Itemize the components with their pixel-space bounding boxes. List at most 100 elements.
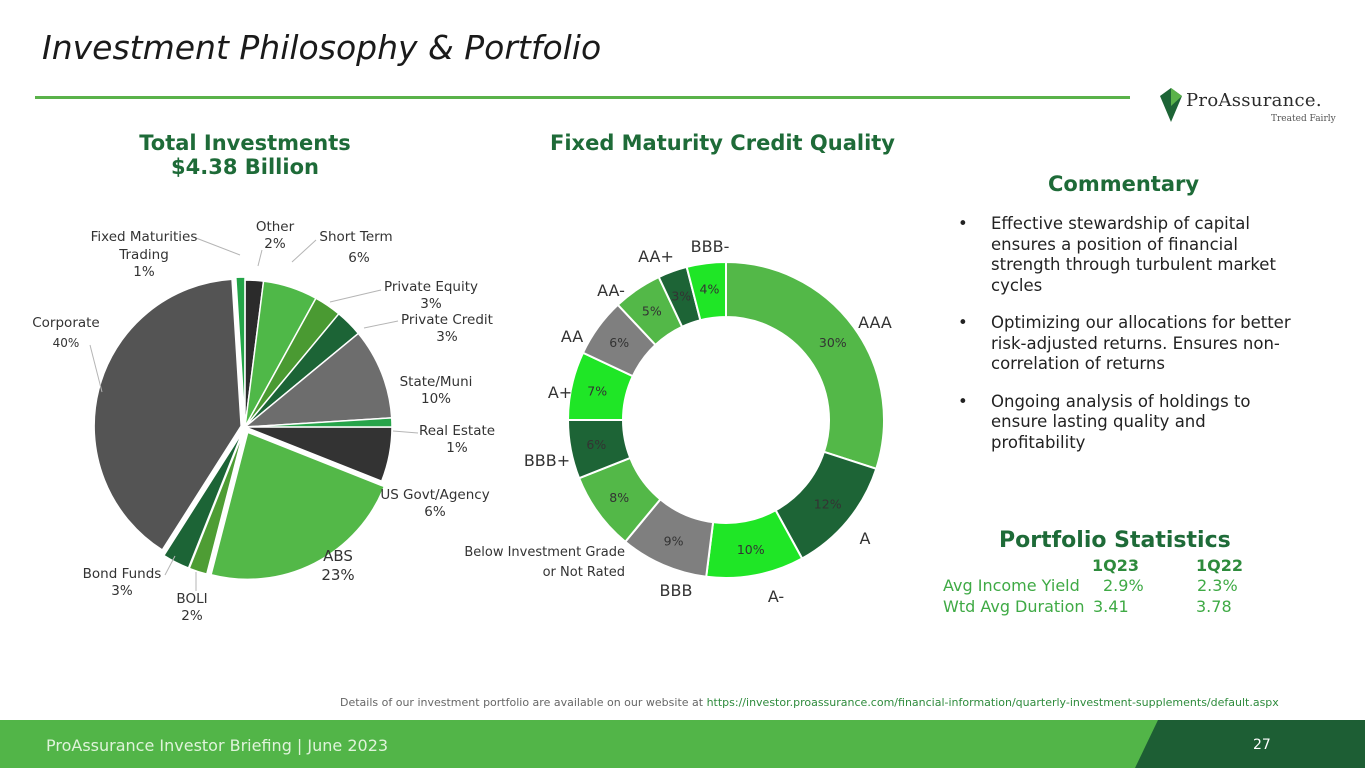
pie-label-private-equity: Private Equity xyxy=(384,279,478,295)
donut-label-aa: AA+ xyxy=(638,247,674,266)
pie-label-real-estate: Real Estate xyxy=(419,423,495,439)
donut-label-bbb: BBB+ xyxy=(524,451,570,470)
footnote-text: Details of our investment portfolio are … xyxy=(340,696,707,709)
pie-percent-fixed-maturities-trading: 1% xyxy=(133,264,155,280)
slide-title: Investment Philosophy & Portfolio xyxy=(42,28,602,67)
logo-wordmark: ProAssurance. xyxy=(1186,90,1322,111)
pie-label-bond-funds: Bond Funds xyxy=(83,566,162,582)
title-divider xyxy=(35,96,1130,99)
donut-percent-aa: 6% xyxy=(609,335,629,350)
pie-label-fixed-maturities-trading: Fixed Maturities xyxy=(91,229,198,245)
pie-percent-us-govt-agency: 6% xyxy=(424,504,446,520)
bullet-marker: • xyxy=(958,214,968,233)
commentary-bullet: • Optimizing our allocations for better r… xyxy=(958,313,1303,375)
pie-percent-bond-funds: 3% xyxy=(111,583,133,599)
commentary-bullet: • Ongoing analysis of holdings to ensure … xyxy=(958,392,1303,454)
donut-label-aa: AA xyxy=(561,327,583,346)
donut-label-a: A- xyxy=(768,587,784,606)
stats-column-1q22: 1Q22 xyxy=(1196,556,1243,575)
credit-quality-heading: Fixed Maturity Credit Quality xyxy=(549,131,895,155)
pie-slice-state-muni xyxy=(242,332,393,428)
logo-tagline: Treated Fairly xyxy=(1271,114,1336,124)
pie-leader-line xyxy=(363,320,399,329)
bullet-marker: • xyxy=(958,391,968,411)
pie-leader-line xyxy=(195,237,241,256)
donut-percent-a: 10% xyxy=(737,542,765,557)
donut-percent-bbb: 4% xyxy=(700,282,720,297)
pie-leader-line xyxy=(164,555,176,576)
donut-label-bbb: BBB xyxy=(660,581,693,600)
pie-label-abs: ABS xyxy=(323,547,353,565)
footer-text: ProAssurance Investor Briefing | June 20… xyxy=(46,736,389,755)
pie-slice-abs xyxy=(210,431,386,581)
commentary-list: • Effective stewardship of capital ensure… xyxy=(958,214,1303,470)
stats-label-income-yield: Avg Income Yield xyxy=(943,576,1080,595)
donut-label-aaa: AAA xyxy=(858,313,892,332)
pie-slice-bond-funds xyxy=(162,431,244,570)
donut-percent-aa: 5% xyxy=(642,303,662,318)
pie-slice-us-govt-agency xyxy=(244,426,393,483)
pie-leader-line xyxy=(257,249,263,267)
donut-label-a: A xyxy=(860,529,871,548)
pie-percent-real-estate: 1% xyxy=(446,440,468,456)
donut-percent-aa: 3% xyxy=(671,288,691,303)
stats-column-1q23: 1Q23 xyxy=(1092,556,1139,575)
pie-leader-line xyxy=(89,344,103,393)
donut-label-below-investment-grade: or Not Rated xyxy=(543,565,625,580)
footer-accent xyxy=(1135,720,1365,768)
footer-bar: ProAssurance Investor Briefing | June 20… xyxy=(0,720,1365,768)
pie-label-short-term: Short Term xyxy=(319,229,392,245)
pie-slice-boli xyxy=(188,431,245,576)
pie-percent-abs: 23% xyxy=(321,566,354,584)
pie-percent-short-term: 6% xyxy=(348,250,370,266)
pie-slice-corporate xyxy=(93,278,242,552)
pie-percent-corporate: 40% xyxy=(53,336,80,350)
footnote: Details of our investment portfolio are … xyxy=(340,696,1279,709)
donut-segment-bbb xyxy=(685,260,727,322)
pie-percent-other: 2% xyxy=(264,236,286,252)
donut-percent-a: 12% xyxy=(814,497,842,512)
commentary-text: Ongoing analysis of holdings to ensure l… xyxy=(991,391,1251,452)
bullet-marker: • xyxy=(958,313,968,332)
pie-leader-line xyxy=(392,430,419,434)
donut-label-bbb: BBB- xyxy=(691,237,730,256)
pie-percent-state-muni: 10% xyxy=(421,391,451,407)
donut-percent-aaa: 30% xyxy=(819,335,847,350)
portfolio-statistics-heading: Portfolio Statistics xyxy=(999,528,1231,553)
pie-slice-fixed-maturities-trading xyxy=(235,276,246,425)
stats-value-duration-1q22: 3.78 xyxy=(1196,597,1232,616)
commentary-heading: Commentary xyxy=(1048,172,1200,196)
pie-label-state-muni: State/Muni xyxy=(400,374,473,390)
pie-label-private-credit: Private Credit xyxy=(401,312,493,328)
stats-label-duration: Wtd Avg Duration xyxy=(943,597,1085,616)
commentary-text: Effective stewardship of capital ensures… xyxy=(991,214,1276,295)
page-number: 27 xyxy=(1253,737,1271,753)
donut-percent-a: 7% xyxy=(587,384,607,399)
donut-label-aa: AA- xyxy=(597,281,625,300)
pie-percent-boli: 2% xyxy=(181,608,203,624)
pie-percent-private-equity: 3% xyxy=(420,296,442,312)
pie-label-other: Other xyxy=(256,219,295,235)
donut-label-below-investment-grade: Below Investment Grade xyxy=(464,545,625,560)
stats-value-income-yield-1q22: 2.3% xyxy=(1197,576,1238,595)
donut-percent-bbb: 6% xyxy=(586,437,606,452)
pie-label-us-govt-agency: US Govt/Agency xyxy=(380,487,489,503)
total-investments-amount: $4.38 Billion xyxy=(171,155,319,179)
donut-percent-bbb: 9% xyxy=(664,534,684,549)
pie-leader-line xyxy=(291,239,317,263)
credit-quality-donut-chart: 30%12%10%9%8%6%7%6%5%3% 4%AAAAA-BBBBelow … xyxy=(464,237,892,606)
leaf-icon xyxy=(1160,88,1182,122)
stats-value-income-yield-1q23: 2.9% xyxy=(1103,576,1144,595)
proassurance-logo: ProAssurance. Treated Fairly xyxy=(1158,86,1336,126)
footnote-link[interactable]: https://investor.proassurance.com/financ… xyxy=(706,696,1279,709)
total-investments-title: Total Investments xyxy=(139,131,351,155)
donut-label-a: A+ xyxy=(548,383,572,402)
pie-label-boli: BOLI xyxy=(176,591,207,607)
donut-segment-aaa xyxy=(725,260,885,471)
stats-value-duration-1q23: 3.41 xyxy=(1093,597,1129,616)
commentary-text: Optimizing our allocations for better ri… xyxy=(991,313,1291,373)
pie-leader-line xyxy=(329,289,382,303)
pie-label-fixed-maturities-trading: Trading xyxy=(118,247,169,263)
commentary-bullet: • Effective stewardship of capital ensure… xyxy=(958,214,1303,296)
